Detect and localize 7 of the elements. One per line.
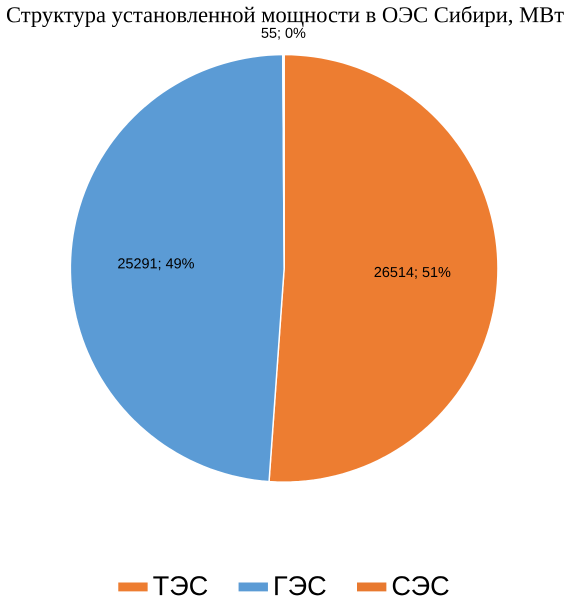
data-label: 26514; 51% (374, 266, 450, 279)
data-label: 55; 0% (261, 28, 306, 40)
data-label: 25291; 49% (118, 258, 194, 270)
legend-label: ТЭС (153, 576, 208, 596)
legend-label: ГЭС (275, 576, 326, 596)
legend-label: СЭС (392, 576, 449, 596)
chart-title: Структура установленной мощности в ОЭС Сибири, МВт (6, 6, 564, 28)
